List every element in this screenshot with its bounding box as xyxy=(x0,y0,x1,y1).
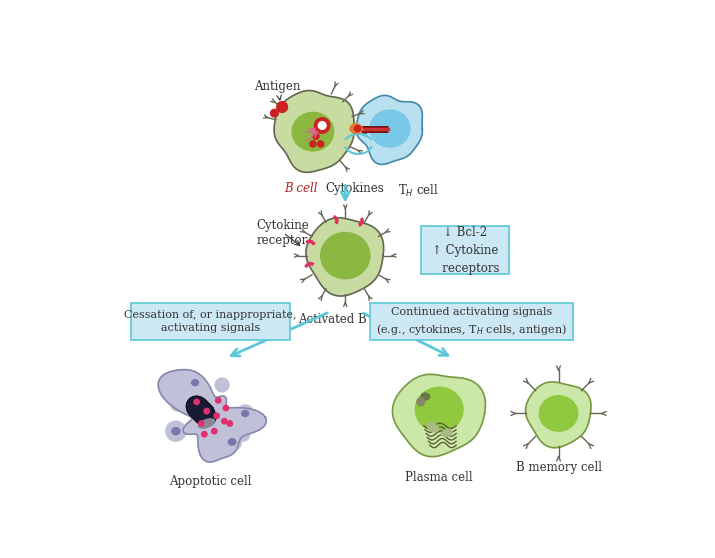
Ellipse shape xyxy=(370,110,410,147)
Text: Antigen: Antigen xyxy=(255,80,301,100)
Ellipse shape xyxy=(292,112,334,151)
Text: Cytokines: Cytokines xyxy=(325,182,384,195)
Circle shape xyxy=(215,378,229,392)
Circle shape xyxy=(277,102,287,112)
Circle shape xyxy=(237,405,254,422)
Ellipse shape xyxy=(415,387,463,432)
Circle shape xyxy=(227,421,232,426)
Ellipse shape xyxy=(242,411,249,416)
Text: Cytokine
receptor: Cytokine receptor xyxy=(257,219,310,247)
FancyBboxPatch shape xyxy=(131,304,290,340)
Circle shape xyxy=(166,421,186,441)
Polygon shape xyxy=(356,95,423,165)
Circle shape xyxy=(212,429,217,434)
Circle shape xyxy=(222,418,227,424)
Ellipse shape xyxy=(350,124,363,133)
Circle shape xyxy=(202,431,207,437)
Circle shape xyxy=(317,141,324,147)
Text: B cell: B cell xyxy=(284,182,317,195)
Circle shape xyxy=(223,405,229,411)
Text: Apoptotic cell: Apoptotic cell xyxy=(169,475,252,488)
Circle shape xyxy=(214,413,220,418)
Circle shape xyxy=(355,126,360,132)
Polygon shape xyxy=(187,396,216,426)
Circle shape xyxy=(236,427,250,441)
FancyBboxPatch shape xyxy=(370,304,573,340)
Circle shape xyxy=(417,398,425,406)
Ellipse shape xyxy=(228,439,236,445)
FancyBboxPatch shape xyxy=(422,227,509,274)
Text: Plasma cell: Plasma cell xyxy=(405,471,473,484)
Circle shape xyxy=(270,109,278,117)
Ellipse shape xyxy=(172,427,180,435)
Ellipse shape xyxy=(539,396,578,431)
Ellipse shape xyxy=(192,379,199,386)
Circle shape xyxy=(315,118,330,133)
Circle shape xyxy=(199,421,204,426)
Text: Continued activating signals
(e.g., cytokines, T$_H$ cells, antigen): Continued activating signals (e.g., cyto… xyxy=(376,307,567,336)
Circle shape xyxy=(187,374,204,391)
Ellipse shape xyxy=(442,429,452,436)
Ellipse shape xyxy=(428,423,439,432)
Ellipse shape xyxy=(421,393,430,400)
Text: B memory cell: B memory cell xyxy=(516,461,601,474)
Ellipse shape xyxy=(199,419,214,428)
Circle shape xyxy=(223,432,242,451)
Polygon shape xyxy=(158,369,267,462)
Circle shape xyxy=(215,398,221,403)
Circle shape xyxy=(318,122,326,129)
Text: T$_H$ cell: T$_H$ cell xyxy=(398,182,438,199)
Circle shape xyxy=(313,133,319,140)
Circle shape xyxy=(170,396,186,411)
Text: Activated B cell: Activated B cell xyxy=(298,314,392,326)
Circle shape xyxy=(204,408,209,414)
Circle shape xyxy=(194,399,199,405)
Polygon shape xyxy=(393,374,485,456)
Text: Cessation of, or inappropriate,
activating signals: Cessation of, or inappropriate, activati… xyxy=(124,310,297,334)
Circle shape xyxy=(310,141,316,147)
Polygon shape xyxy=(274,90,354,172)
Polygon shape xyxy=(306,218,383,296)
Text: ↓ Bcl-2
↑ Cytokine
   receptors: ↓ Bcl-2 ↑ Cytokine receptors xyxy=(431,226,500,275)
Polygon shape xyxy=(526,382,591,448)
Ellipse shape xyxy=(320,233,370,278)
